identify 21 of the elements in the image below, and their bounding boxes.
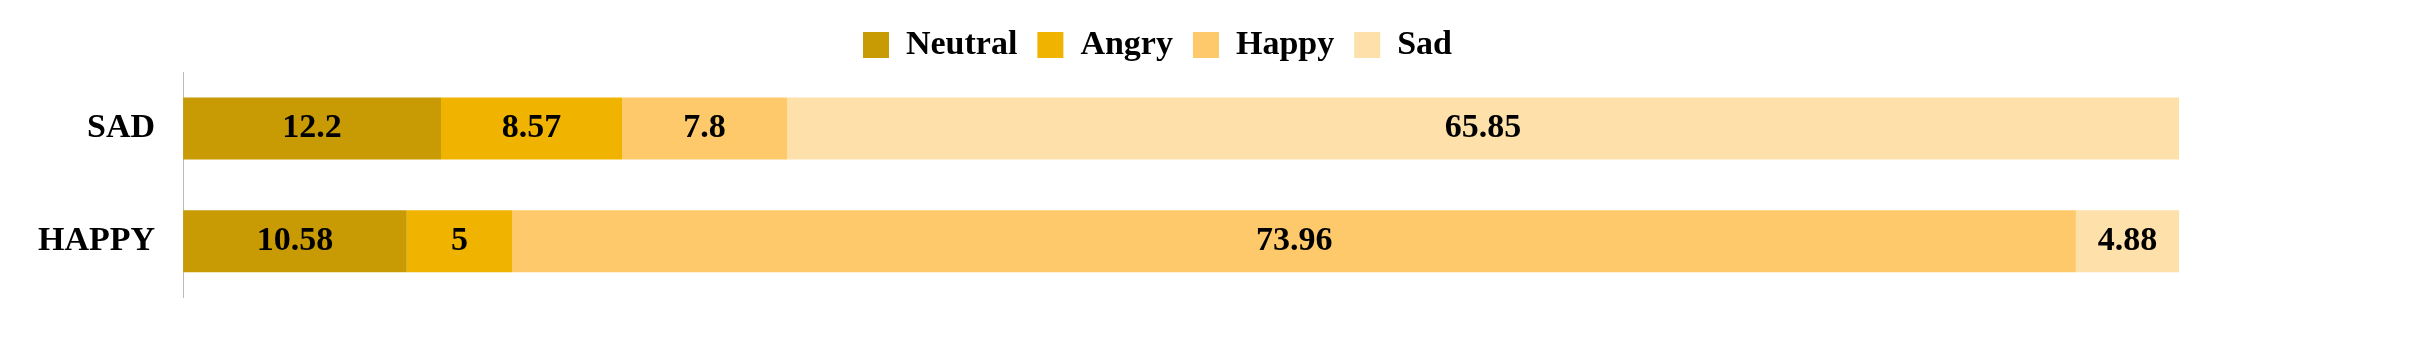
data-label: 4.88: [2097, 219, 2158, 257]
bar: [440, 97, 623, 160]
data-label: 12.2: [282, 107, 342, 145]
data-label: 73.96: [1255, 219, 1333, 257]
bar: [512, 210, 2076, 273]
legend-label: Angry: [1080, 23, 1173, 61]
data-label: 10.58: [256, 219, 334, 257]
data-label: 5: [451, 219, 469, 257]
bar: [622, 97, 788, 160]
bar: [183, 97, 441, 160]
bar: [787, 97, 2180, 160]
legend-label: Happy: [1235, 23, 1335, 61]
y-tick-label: HAPPY: [38, 219, 156, 257]
bar: [406, 210, 513, 273]
data-label: 8.57: [501, 107, 562, 145]
data-label: 65.85: [1444, 107, 1522, 145]
data-label: 7.8: [683, 107, 726, 145]
legend-label: Neutral: [905, 23, 1018, 61]
bar: [183, 210, 407, 273]
y-tick-label: SAD: [87, 107, 156, 145]
legend-label: Sad: [1397, 23, 1453, 61]
